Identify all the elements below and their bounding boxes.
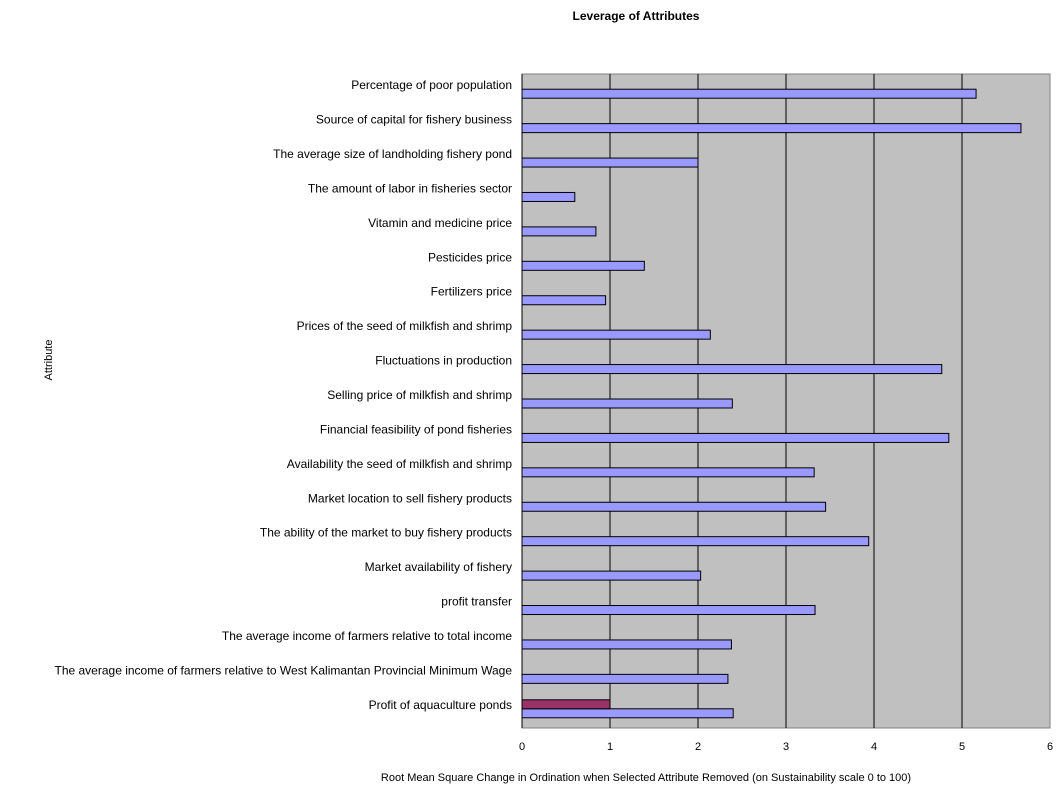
category-label: The average size of landholding fishery … [273,147,512,161]
category-label: Fertilizers price [431,285,513,299]
x-tick-label: 4 [871,741,877,753]
category-label: The average income of farmers relative t… [222,629,512,643]
category-label: Source of capital for fishery business [316,113,512,127]
bar [521,432,950,443]
bar [521,501,827,512]
bars [521,88,1022,719]
x-tick-label: 0 [519,741,525,753]
bar [521,329,711,340]
category-labels: Percentage of poor population Source of c… [54,78,512,712]
x-tick-labels: 0 1 2 3 4 5 6 [519,741,1053,753]
chart-title: Leverage of Attributes [573,9,700,23]
y-axis-title: Attribute [43,340,55,381]
bar [521,673,729,684]
bar [521,123,1022,134]
category-label: Percentage of poor population [351,78,512,92]
category-label: The ability of the market to buy fishery… [260,526,512,540]
bar [521,570,702,581]
category-label: Fluctuations in production [375,354,512,368]
bar [521,88,977,99]
category-label: Selling price of milkfish and shrimp [327,388,512,402]
bar [521,708,734,719]
category-label: Availability the seed of milkfish and sh… [287,457,513,471]
x-tick-label: 3 [783,741,789,753]
bar [521,605,816,616]
x-tick-label: 1 [607,741,613,753]
category-label: The average income of farmers relative t… [54,663,512,677]
bar [521,398,733,409]
category-label: Financial feasibility of pond fisheries [320,422,512,436]
category-label: Vitamin and medicine price [368,216,512,230]
bar [521,639,732,650]
category-label: Pesticides price [428,250,512,264]
category-label: The amount of labor in fisheries sector [308,181,512,195]
category-label: Market availability of fishery [365,560,512,574]
category-label: Prices of the seed of milkfish and shrim… [297,319,513,333]
category-label: Market location to sell fishery products [308,491,512,505]
bar [521,295,607,306]
bar [521,226,597,237]
bar-highlight [521,699,611,710]
x-tick-label: 6 [1047,741,1053,753]
x-tick-label: 5 [959,741,965,753]
bar [521,157,699,168]
x-axis-title: Root Mean Square Change in Ordination wh… [381,772,911,784]
bar [521,364,943,375]
category-label: profit transfer [441,595,512,609]
bar [521,536,870,547]
category-label: Profit of aquaculture ponds [369,698,512,712]
bar [521,260,645,271]
bar [521,191,576,202]
x-tick-label: 2 [695,741,701,753]
bar [521,467,815,478]
